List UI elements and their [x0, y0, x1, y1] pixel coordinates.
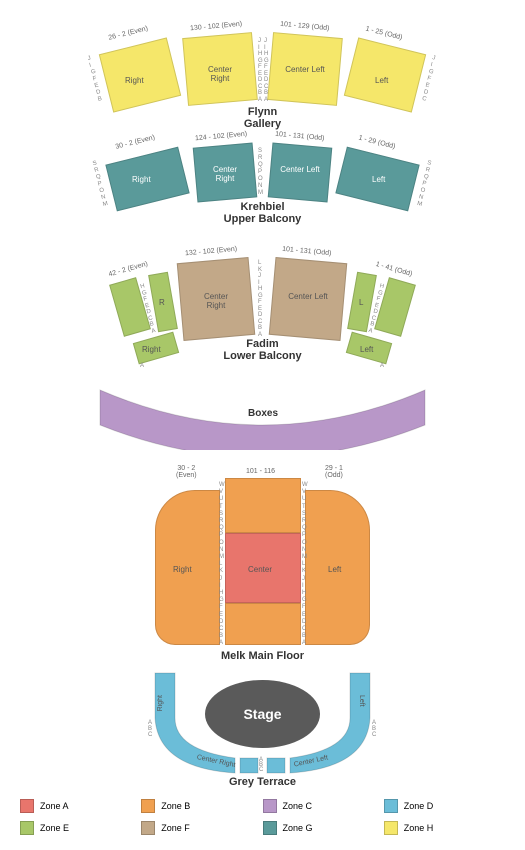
flynn-l-range: 1 - 25 (Odd)	[365, 26, 403, 42]
flynn-cl-range: 101 - 129 (Odd)	[280, 21, 330, 32]
flynn-cr-label: Center Right	[200, 65, 240, 83]
kreh-l-range: 1 - 29 (Odd)	[358, 135, 396, 151]
melk-center-lower[interactable]	[225, 603, 301, 645]
fadim-idx-a-r: A	[380, 363, 384, 369]
melk-l-range: 29 - 1 (Odd)	[325, 465, 343, 479]
flynn-label: Flynn Gallery	[0, 106, 525, 130]
kreh-cr-label: Center Right	[205, 165, 245, 183]
melk-right-label: Right	[173, 565, 192, 574]
fadim-label: Fadim Lower Balcony	[0, 338, 525, 362]
melk-label: Melk Main Floor	[0, 650, 525, 662]
legend-item: Zone D	[384, 799, 505, 813]
legend-label: Zone E	[40, 823, 69, 833]
kreh-left-label: Left	[372, 175, 385, 184]
melk-rows-l: WVUTSRQPONMLKJIHGFEDCBA	[219, 482, 225, 648]
flynn-rows-l: JIHGFEDCBA	[258, 38, 263, 103]
flynn-right-label: Right	[125, 76, 144, 85]
seating-chart: Right Center Right Center Left Left 26 -…	[0, 0, 525, 850]
legend-item: Zone H	[384, 821, 505, 835]
legend-item: Zone G	[263, 821, 384, 835]
melk-r-range: 30 - 2 (Even)	[176, 465, 197, 479]
flynn-right[interactable]	[99, 37, 181, 112]
terrace-rows-c: ABC	[259, 758, 263, 773]
melk-c-range: 101 - 116	[246, 468, 275, 475]
kreh-rows-l: SRQPONM	[258, 148, 263, 197]
flynn-cr-range: 130 - 102 (Even)	[190, 21, 243, 33]
legend-item: Zone C	[263, 799, 384, 813]
fadim-cl-label: Center Left	[288, 292, 328, 301]
legend-label: Zone D	[404, 801, 434, 811]
legend-label: Zone F	[161, 823, 190, 833]
flynn-r-range: 26 - 2 (Even)	[108, 25, 149, 42]
terrace-label: Grey Terrace	[0, 776, 525, 788]
legend-label: Zone A	[40, 801, 69, 811]
melk-rows-r: WVUTSRQPONMLKJIHGFEDCBA	[302, 482, 308, 648]
fadim-cl-range: 101 - 131 (Odd)	[282, 246, 332, 257]
legend-item: Zone E	[20, 821, 141, 835]
fadim-r-label: R	[159, 298, 165, 307]
melk-left-label: Left	[328, 565, 341, 574]
melk-center-label: Center	[248, 565, 272, 574]
fadim-r-range: 42 - 2 (Even)	[108, 261, 149, 279]
legend-item: Zone B	[141, 799, 262, 813]
legend-label: Zone H	[404, 823, 434, 833]
melk-center-upper[interactable]	[225, 478, 301, 533]
terrace-left-label: Left	[358, 695, 365, 707]
legend-label: Zone C	[283, 801, 313, 811]
flynn-cl-label: Center Left	[285, 65, 325, 74]
kreh-cl-label: Center Left	[280, 165, 320, 174]
legend: Zone A Zone B Zone C Zone D Zone E Zone …	[0, 790, 525, 850]
flynn-left[interactable]	[344, 37, 426, 112]
fadim-idx-a-l: A	[140, 363, 144, 369]
kreh-right-label: Right	[132, 175, 151, 184]
legend-label: Zone G	[283, 823, 313, 833]
fadim-cr-label: Center Right	[196, 292, 236, 310]
kreh-r-range: 30 - 2 (Even)	[115, 134, 156, 151]
terrace-rows-l: ABC	[148, 720, 152, 738]
legend-item: Zone A	[20, 799, 141, 813]
terrace-rows-r: ABC	[372, 720, 376, 738]
terrace-right-label: Right	[157, 695, 164, 711]
krehbiel-label: Krehbiel Upper Balcony	[0, 201, 525, 225]
kreh-cl-range: 101 - 131 (Odd)	[275, 131, 325, 142]
kreh-cr-range: 124 - 102 (Even)	[195, 131, 248, 143]
fadim-l-label: L	[359, 298, 363, 307]
fadim-l-range: 1 - 41 (Odd)	[375, 261, 413, 278]
fadim-rows-c: LKJIHGFEDCBA	[258, 260, 263, 338]
boxes-label: Boxes	[248, 408, 278, 419]
flynn-left-label: Left	[375, 76, 388, 85]
legend-label: Zone B	[161, 801, 190, 811]
legend-item: Zone F	[141, 821, 262, 835]
fadim-cr-range: 132 - 102 (Even)	[185, 246, 238, 258]
flynn-rows-r: JIHGFEDCBA	[264, 38, 269, 103]
